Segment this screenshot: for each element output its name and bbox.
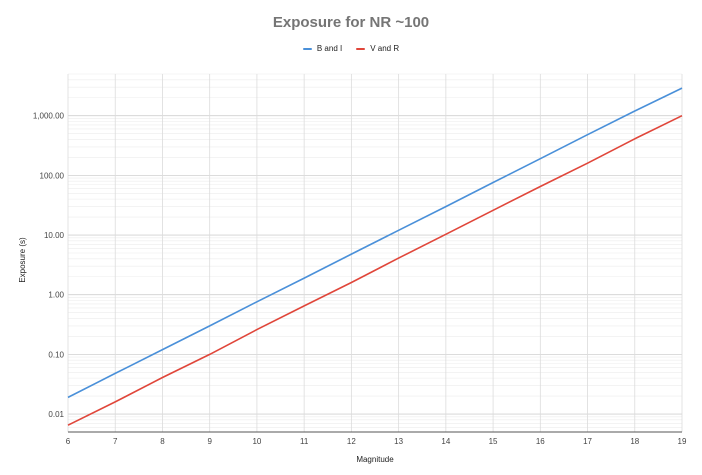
y-tick-label: 10.00: [44, 231, 65, 240]
legend: B and I V and R: [0, 44, 702, 53]
x-tick-label: 16: [536, 437, 545, 446]
x-tick-label: 10: [252, 437, 261, 446]
x-axis-title: Magnitude: [356, 455, 394, 464]
x-tick-label: 9: [207, 437, 212, 446]
x-tick-label: 18: [630, 437, 639, 446]
x-tick-label: 11: [300, 437, 309, 446]
legend-swatch-v-and-r: [356, 47, 366, 50]
y-tick-label: 1.00: [48, 291, 64, 300]
series: [67, 87, 683, 426]
x-tick-label: 12: [347, 437, 356, 446]
legend-swatch-b-and-i: [302, 47, 312, 50]
y-tick-label: 0.01: [48, 410, 64, 419]
grid: [67, 73, 683, 433]
series-line-v-and-r: [67, 114, 683, 426]
x-tick-label: 13: [394, 437, 403, 446]
x-tick-label: 8: [160, 437, 165, 446]
legend-item-v-and-r: V and R: [356, 44, 399, 53]
axes: 0.01 0.10 1.00 10.00 100.00 1,000.00 6 7 8 9 10 11 1…: [33, 112, 687, 446]
x-tick-label: 14: [441, 437, 450, 446]
x-tick-label: 17: [583, 437, 592, 446]
x-tick-label: 15: [489, 437, 498, 446]
y-tick-label: 0.10: [48, 350, 64, 359]
legend-label-b-and-i: B and I: [316, 44, 343, 53]
series-line-b-and-i: [67, 87, 683, 399]
legend-label-v-and-r: V and R: [370, 44, 400, 53]
x-tick-label: 7: [113, 437, 118, 446]
chart-title: Exposure for NR ~100: [272, 14, 430, 31]
y-axis-title: Exposure (s): [18, 237, 27, 283]
y-tick-label: 1,000.00: [33, 112, 65, 121]
y-tick-label: 100.00: [40, 171, 65, 180]
x-tick-label: 6: [66, 437, 71, 446]
legend-item-b-and-i: B and I: [302, 44, 343, 53]
x-tick-label: 19: [678, 437, 687, 446]
